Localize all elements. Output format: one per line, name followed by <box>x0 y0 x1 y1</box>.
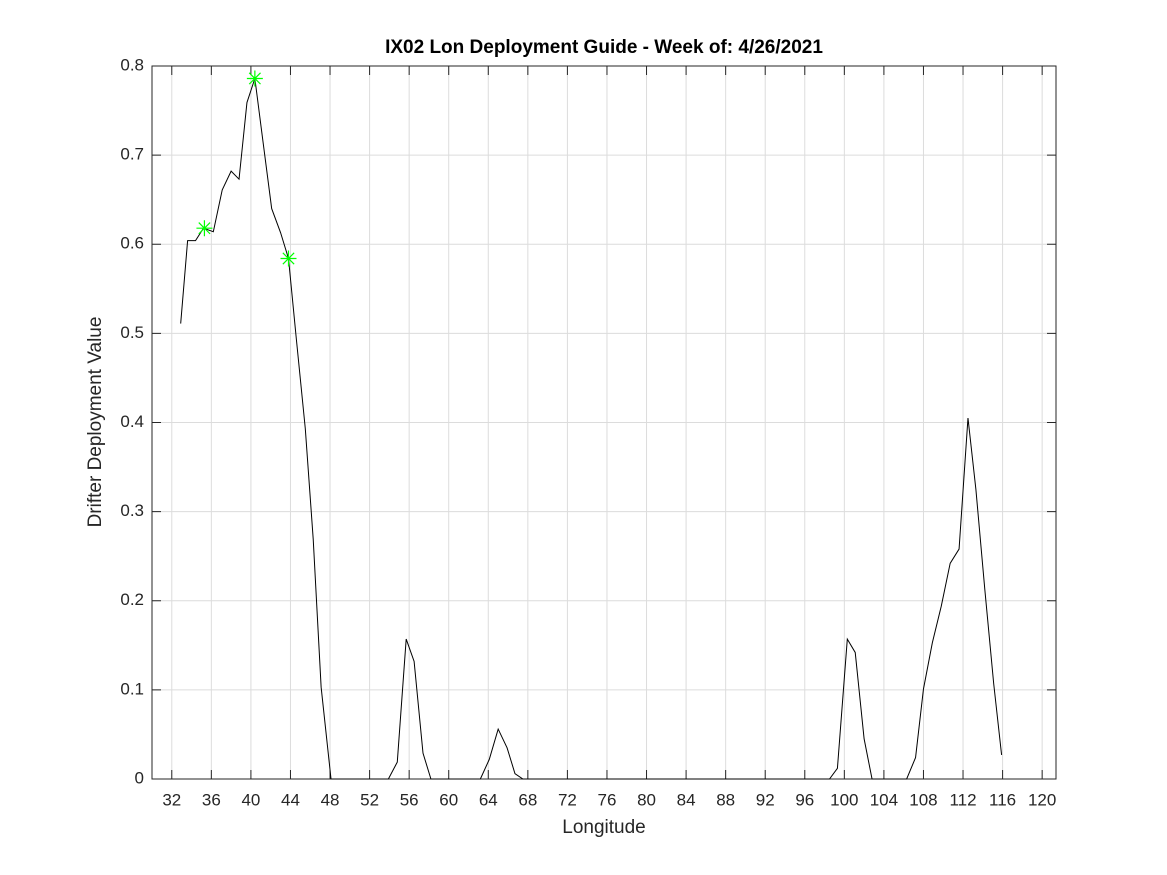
y-tick-label: 0.6 <box>120 234 144 253</box>
y-tick-label: 0.3 <box>120 501 144 520</box>
x-tick-label: 96 <box>795 790 814 809</box>
y-tick-label: 0.8 <box>120 55 144 74</box>
data-line <box>180 78 1003 780</box>
x-tick-label: 112 <box>949 790 976 809</box>
y-tick-label: 0.7 <box>120 145 144 164</box>
x-tick-label: 100 <box>830 790 858 809</box>
x-tick-label: 32 <box>162 790 181 809</box>
y-axis-label: Drifter Deployment Value <box>85 317 106 528</box>
y-tick-label: 0.1 <box>120 679 144 698</box>
x-tick-label: 104 <box>870 790 898 809</box>
x-tick-label: 56 <box>400 790 419 809</box>
x-tick-label: 120 <box>1028 790 1056 809</box>
asterisk-marker <box>196 220 213 237</box>
y-tick-label: 0 <box>135 768 144 787</box>
x-tick-label: 40 <box>241 790 260 809</box>
x-tick-label: 80 <box>637 790 656 809</box>
x-tick-label: 64 <box>479 790 498 809</box>
asterisk-marker <box>246 70 263 87</box>
x-tick-label: 68 <box>518 790 537 809</box>
x-tick-label: 48 <box>321 790 340 809</box>
asterisk-marker <box>280 250 297 267</box>
x-tick-label: 36 <box>202 790 221 809</box>
x-tick-label: 88 <box>716 790 735 809</box>
x-tick-label: 52 <box>360 790 379 809</box>
chart-title: IX02 Lon Deployment Guide - Week of: 4/2… <box>385 37 823 58</box>
x-tick-label: 116 <box>989 790 1016 809</box>
y-tick-label: 0.4 <box>120 412 144 431</box>
x-axis-label: Longitude <box>562 817 645 838</box>
x-tick-label: 76 <box>598 790 617 809</box>
x-tick-label: 72 <box>558 790 577 809</box>
y-tick-label: 0.2 <box>120 590 144 609</box>
x-tick-label: 92 <box>756 790 775 809</box>
x-tick-label: 44 <box>281 790 300 809</box>
y-tick-label: 0.5 <box>120 323 144 342</box>
x-tick-label: 108 <box>909 790 937 809</box>
x-tick-label: 60 <box>439 790 458 809</box>
x-tick-label: 84 <box>677 790 696 809</box>
